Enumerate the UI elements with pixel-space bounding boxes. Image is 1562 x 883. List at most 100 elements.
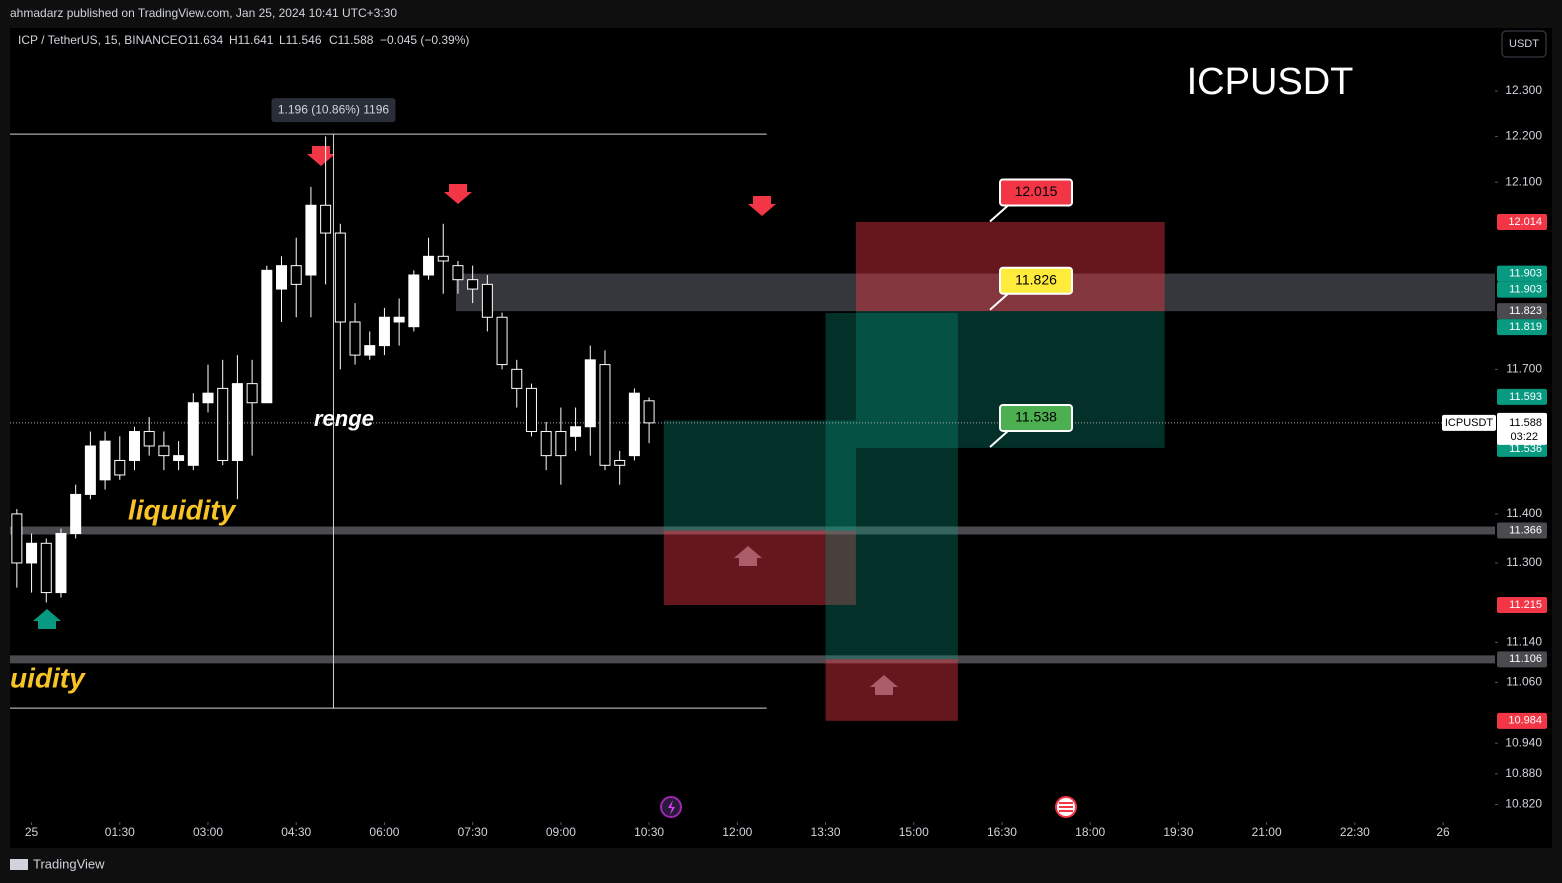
price-label: 11.903 <box>1509 268 1542 280</box>
price-label: 11.593 <box>1509 391 1542 403</box>
lightning <box>668 800 675 815</box>
price-label-bg <box>1497 303 1547 320</box>
plot: 1.196 (10.86%) 1196 liquidity uidity renge 1… <box>10 98 1495 721</box>
ohlc-low: L11.546 <box>279 33 322 47</box>
ohlc-open: O11.634 <box>178 33 223 47</box>
price-label-bg <box>1497 281 1547 298</box>
candle-body <box>570 426 582 437</box>
range-label-bg <box>271 98 396 123</box>
price-label-bg <box>1497 213 1547 230</box>
callout-pointer <box>989 204 1009 223</box>
price-label-bg <box>1497 651 1547 668</box>
price-label: 11.366 <box>1509 524 1542 536</box>
x-tick-label: 21:00 <box>1252 825 1282 839</box>
candle-body <box>628 392 640 457</box>
price-label: 12.014 <box>1508 216 1542 228</box>
candle-body <box>202 392 214 404</box>
x-tick-label: 16:30 <box>987 825 1017 839</box>
arrow-up <box>734 546 762 566</box>
range-label: 1.196 (10.86%) 1196 <box>278 102 390 116</box>
y-tick-label: 10.880 <box>1505 766 1542 780</box>
candle-body <box>393 316 405 323</box>
candle-body <box>70 493 82 534</box>
candle-body <box>408 274 420 328</box>
callout-pointer <box>989 430 1009 448</box>
price-label: 11.536 <box>1509 443 1542 455</box>
candle-body <box>261 269 273 404</box>
candle-body <box>99 440 111 481</box>
candle-body <box>187 402 199 466</box>
arrow-down <box>748 196 776 216</box>
candle-body <box>173 455 185 461</box>
candle-body <box>114 459 126 476</box>
candle-body <box>320 204 332 234</box>
candle-body <box>40 542 52 594</box>
x-tick-label: 04:30 <box>281 825 311 839</box>
candle-body <box>231 383 243 461</box>
y-tick-label: 10.820 <box>1505 797 1542 811</box>
y-tick-label: 11.300 <box>1506 555 1542 569</box>
annotation: renge <box>314 406 374 431</box>
price-label-bg <box>1497 265 1547 282</box>
profit-zone <box>663 420 856 531</box>
callout-box <box>999 403 1073 432</box>
callout-label: 11.826 <box>1015 271 1057 287</box>
y-tick-label: 10.940 <box>1505 735 1542 749</box>
candle-body <box>276 265 288 290</box>
countdown: 03:22 <box>1510 431 1538 443</box>
y-tick-label: 12.200 <box>1505 129 1542 143</box>
loss-zone <box>825 659 958 721</box>
y-tick-label: 11.060 <box>1506 675 1542 689</box>
candle-body <box>305 204 317 276</box>
arrow-down <box>444 184 472 204</box>
currency-button[interactable] <box>1501 30 1547 58</box>
candle-body <box>555 431 567 457</box>
y-tick-label: 12.300 <box>1505 83 1542 97</box>
annotation: liquidity <box>128 494 237 525</box>
y-tick-label: 11.140 <box>1506 634 1542 648</box>
currency-label: USDT <box>1509 38 1539 50</box>
y-tick-label: 11.700 <box>1506 362 1542 376</box>
x-tick-label: 26 <box>1436 825 1450 839</box>
price-label: 11.823 <box>1509 305 1542 317</box>
symbol-tag: ICPUSDT <box>1445 417 1494 429</box>
candle-body <box>246 383 258 404</box>
x-tick-label: 19:30 <box>1163 825 1193 839</box>
price-label: 11.215 <box>1509 599 1542 611</box>
candle-body <box>525 387 537 433</box>
change: −0.045 (−0.39%) <box>380 33 469 47</box>
last-price: 11.588 <box>1509 417 1542 429</box>
price-label-bg <box>1497 319 1547 336</box>
logo <box>10 859 28 870</box>
price-label-bg <box>1497 596 1547 613</box>
callout-box <box>999 178 1073 207</box>
candle-body <box>643 400 655 424</box>
candle-body <box>584 359 596 428</box>
brand: TradingView <box>33 856 105 871</box>
candle-body <box>423 255 435 276</box>
arrow-up <box>870 675 898 695</box>
callout-pointer <box>989 292 1009 311</box>
watermark-title: ICPUSDT <box>1187 61 1354 103</box>
x-tick-label: 12:00 <box>722 825 752 839</box>
price-label: 11.819 <box>1509 321 1542 333</box>
candle-body <box>452 265 464 281</box>
x-tick-label: 06:00 <box>369 825 399 839</box>
x-tick-label: 09:00 <box>546 825 576 839</box>
arrow-up <box>33 609 61 629</box>
candle-body <box>540 431 552 457</box>
candle-body <box>26 542 38 564</box>
candle-body <box>55 532 67 594</box>
price-label-bg <box>1497 388 1547 405</box>
candle-body <box>334 232 346 323</box>
chart-pane <box>10 28 1495 848</box>
candle-body <box>364 345 376 356</box>
candle-body <box>84 445 96 495</box>
candle-body <box>349 321 361 356</box>
candle-body <box>290 265 302 285</box>
candle-body <box>481 283 493 318</box>
y-tick-label: 11.400 <box>1506 506 1542 520</box>
flag-stripes <box>1059 802 1073 812</box>
candle-body <box>599 364 611 466</box>
